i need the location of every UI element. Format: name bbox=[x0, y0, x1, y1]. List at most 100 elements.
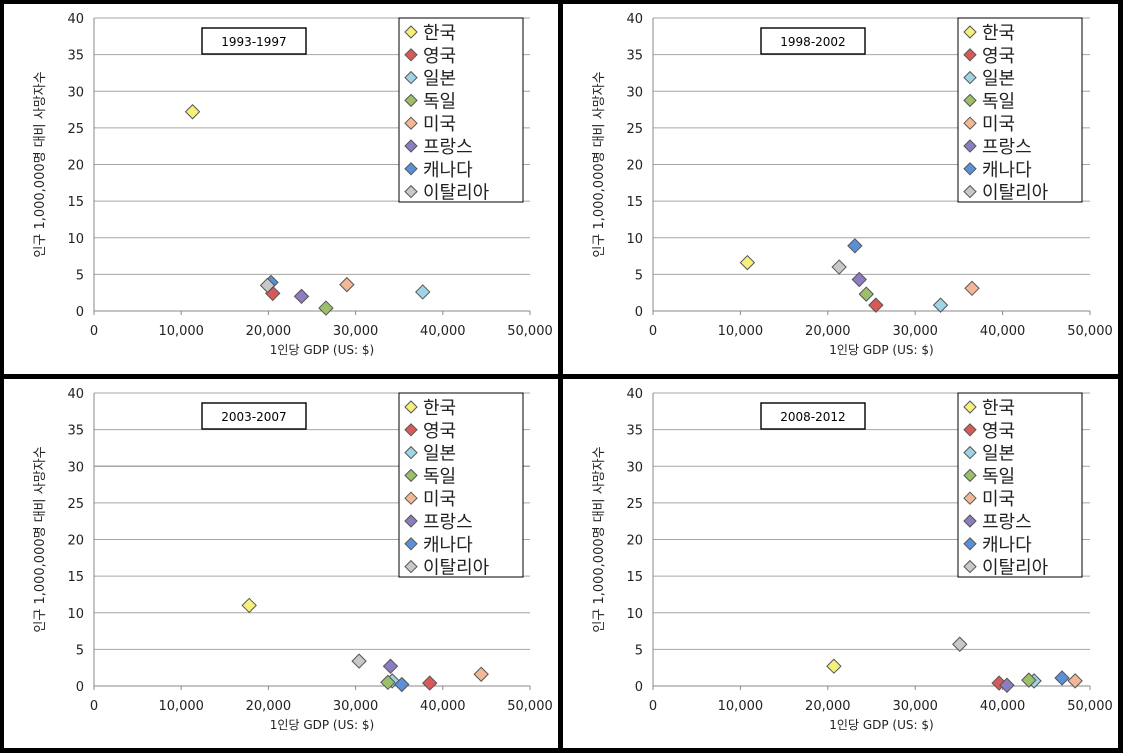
data-point bbox=[952, 636, 968, 652]
y-tick-label: 40 bbox=[626, 387, 643, 402]
data-point bbox=[826, 658, 842, 674]
y-tick-label: 10 bbox=[67, 232, 84, 247]
data-point bbox=[318, 300, 334, 316]
y-tick-label: 20 bbox=[67, 159, 84, 174]
legend-label: 독일 bbox=[982, 91, 1015, 112]
x-tick-label: 20,000 bbox=[805, 324, 851, 339]
legend-label: 영국 bbox=[982, 46, 1015, 67]
x-tick-label: 30,000 bbox=[892, 699, 938, 714]
y-tick-label: 20 bbox=[67, 534, 84, 549]
data-point bbox=[1021, 672, 1037, 688]
y-tick-label: 20 bbox=[626, 159, 643, 174]
scatter-chart: 0 5 10 15 20 25 30 35 40 0 10,000 20,000 30,000 40,00… bbox=[592, 387, 1113, 732]
chart-title: 2003-2007 bbox=[221, 410, 286, 424]
legend-marker bbox=[963, 184, 977, 199]
legend-marker bbox=[963, 400, 977, 414]
data-point bbox=[847, 238, 863, 254]
chart-title-box bbox=[201, 27, 307, 55]
legend-label: 영국 bbox=[982, 421, 1015, 442]
legend-label: 이탈리아 bbox=[982, 558, 1049, 579]
data-point bbox=[259, 277, 276, 294]
y-tick-label: 25 bbox=[67, 122, 84, 137]
y-tick-label: 40 bbox=[626, 12, 643, 27]
chart-title: 2008-2012 bbox=[780, 410, 845, 424]
legend-marker bbox=[963, 423, 977, 437]
data-point bbox=[380, 674, 396, 691]
chart-panel-3: 0 5 10 15 20 25 30 35 40 0 10,000 20,000 30,000 40,00… bbox=[4, 379, 558, 748]
legend-marker bbox=[404, 25, 418, 39]
legend-label: 미국 bbox=[982, 489, 1015, 510]
legend-label: 프랑스 bbox=[982, 137, 1032, 158]
data-point bbox=[382, 658, 399, 674]
legend-marker bbox=[963, 445, 977, 460]
legend-marker bbox=[404, 48, 418, 62]
y-tick-label: 40 bbox=[67, 387, 84, 402]
x-tick-label: 0 bbox=[90, 699, 98, 714]
data-point bbox=[851, 271, 867, 288]
chart-title: 1993-1997 bbox=[221, 35, 286, 49]
legend-label: 미국 bbox=[423, 114, 456, 135]
x-tick-label: 10,000 bbox=[718, 324, 764, 339]
scatter-chart: 0 5 10 15 20 25 30 35 40 0 10,000 20,000 30,000 40,00… bbox=[33, 12, 553, 357]
x-tick-label: 40,000 bbox=[420, 699, 466, 714]
x-axis-label: 1인당 GDP (US: $) bbox=[270, 718, 374, 732]
legend-label: 한국 bbox=[982, 398, 1015, 419]
legend-marker bbox=[404, 468, 418, 483]
y-tick-label: 5 bbox=[76, 643, 84, 658]
legend-marker bbox=[963, 93, 977, 108]
x-axis-label: 1인당 GDP (US: $) bbox=[829, 718, 933, 732]
legend-label: 프랑스 bbox=[982, 512, 1032, 533]
legend-label: 캐나다 bbox=[423, 535, 473, 556]
data-point bbox=[932, 297, 949, 313]
legend-marker bbox=[404, 184, 418, 199]
data-point bbox=[1067, 673, 1083, 689]
y-tick-label: 30 bbox=[67, 460, 84, 475]
x-tick-label: 10,000 bbox=[718, 699, 764, 714]
x-tick-label: 40,000 bbox=[980, 324, 1026, 339]
y-tick-label: 5 bbox=[76, 268, 84, 283]
x-tick-label: 50,000 bbox=[1067, 699, 1113, 714]
legend-marker bbox=[963, 25, 977, 39]
legend-label: 일본 bbox=[982, 444, 1015, 465]
x-tick-label: 20,000 bbox=[805, 699, 851, 714]
y-tick-label: 0 bbox=[76, 680, 84, 695]
legend-marker bbox=[404, 445, 418, 460]
y-tick-label: 15 bbox=[67, 195, 84, 210]
data-point bbox=[999, 677, 1015, 693]
chart-title-box bbox=[201, 402, 307, 430]
chart-panel-4: 0 5 10 15 20 25 30 35 40 0 10,000 20,000 30,000 40,00… bbox=[563, 379, 1118, 748]
y-tick-label: 15 bbox=[626, 570, 643, 585]
legend-marker bbox=[404, 93, 418, 108]
x-tick-label: 20,000 bbox=[246, 324, 292, 339]
x-axis-label: 1인당 GDP (US: $) bbox=[270, 343, 374, 357]
data-point bbox=[858, 286, 874, 302]
y-tick-label: 35 bbox=[67, 424, 84, 439]
legend-label: 캐나다 bbox=[982, 535, 1032, 556]
legend-label: 독일 bbox=[423, 466, 456, 487]
y-tick-label: 10 bbox=[67, 607, 84, 622]
legend-marker bbox=[963, 491, 977, 505]
data-point bbox=[184, 104, 201, 120]
legend-label: 한국 bbox=[423, 23, 456, 44]
legend bbox=[957, 392, 1083, 578]
legend-label: 일본 bbox=[423, 444, 456, 465]
legend-label: 미국 bbox=[982, 114, 1015, 135]
legend-marker bbox=[404, 162, 418, 176]
y-tick-label: 40 bbox=[67, 12, 84, 27]
data-point bbox=[964, 280, 980, 297]
data-point bbox=[293, 288, 310, 305]
y-tick-label: 10 bbox=[626, 232, 643, 247]
y-tick-label: 25 bbox=[67, 497, 84, 512]
legend-marker bbox=[404, 491, 418, 505]
legend-marker bbox=[963, 70, 977, 85]
y-tick-label: 30 bbox=[626, 85, 643, 100]
y-tick-label: 35 bbox=[626, 49, 643, 64]
legend-label: 일본 bbox=[423, 69, 456, 90]
scatter-chart: 0 5 10 15 20 25 30 35 40 0 10,000 20,000 30,000 40,00… bbox=[33, 387, 553, 732]
data-point bbox=[868, 297, 884, 313]
legend-marker bbox=[404, 116, 418, 130]
data-point bbox=[473, 666, 489, 682]
y-tick-label: 0 bbox=[635, 680, 643, 695]
x-tick-label: 0 bbox=[649, 324, 657, 339]
